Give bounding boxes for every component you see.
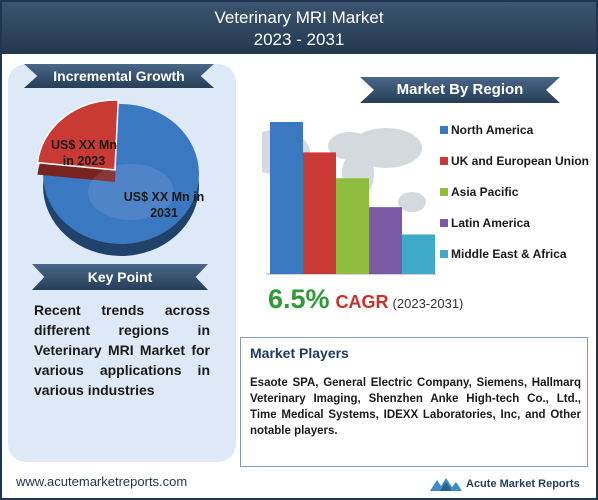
legend-swatch: [440, 249, 448, 258]
legend-item: Middle East & Africa: [440, 238, 589, 269]
logo-text: Acute Market Reports: [466, 478, 580, 490]
bar-asia-pacific: [336, 178, 369, 274]
bar-north-america: [270, 122, 303, 274]
page-title: Veterinary MRI Market: [214, 8, 384, 27]
market-players-box: Market Players Esaote SPA, General Elect…: [240, 337, 588, 467]
page-subtitle: 2023 - 2031: [253, 30, 345, 49]
region-bar-chart: [262, 122, 436, 275]
title-bar: Veterinary MRI Market 2023 - 2031: [2, 2, 596, 54]
acute-market-reports-logo: Acute Market Reports: [430, 477, 580, 491]
legend-label: UK and European Union: [451, 153, 589, 168]
legend-swatch: [440, 187, 448, 196]
cagr-period: (2023-2031): [392, 296, 464, 311]
legend-item: Asia Pacific: [440, 176, 589, 207]
legend-swatch: [440, 218, 448, 227]
legend-label: Latin America: [451, 215, 530, 230]
key-point-heading: Key Point: [32, 264, 208, 290]
key-point-text: Recent trends across different regions i…: [34, 302, 210, 398]
bar-latin-america: [369, 207, 402, 274]
legend-swatch: [440, 125, 448, 134]
legend-label: Asia Pacific: [451, 184, 519, 199]
pie-highlight: [88, 164, 174, 220]
legend-label: Middle East & Africa: [451, 246, 567, 261]
logo-mark-icon: [430, 478, 462, 491]
market-by-region-heading: Market By Region: [360, 77, 560, 103]
region-legend: North America UK and European Union Asia P…: [440, 114, 589, 269]
market-players-text: Esaote SPA, General Electric Company, Si…: [250, 377, 581, 437]
cagr-label: CAGR: [335, 292, 389, 312]
cagr-value: 6.5%: [268, 284, 330, 314]
legend-item: UK and European Union: [440, 145, 589, 176]
bar-uk-and-european-union: [303, 152, 336, 274]
map-landmass: [350, 128, 422, 168]
incremental-growth-pie-chart: [36, 99, 199, 256]
cagr-block: 6.5% CAGR (2023-2031): [268, 284, 463, 315]
legend-label: North America: [451, 122, 534, 137]
pie-label-2023: US$ XX Mn in 2023: [51, 138, 117, 168]
market-players-heading: Market Players: [250, 345, 349, 361]
legend-item: Latin America: [440, 207, 589, 238]
footer-url-link[interactable]: www.acutemarketreports.com: [16, 474, 188, 489]
bar-middle-east-africa: [402, 234, 435, 274]
legend-swatch: [440, 156, 448, 165]
map-landmass: [398, 192, 426, 212]
incremental-growth-heading: Incremental Growth: [24, 64, 214, 88]
pie-label-2031: US$ XX Mn in 2031: [123, 190, 205, 220]
pie-slice-2023: [36, 99, 120, 171]
legend-item: North America: [440, 114, 589, 145]
